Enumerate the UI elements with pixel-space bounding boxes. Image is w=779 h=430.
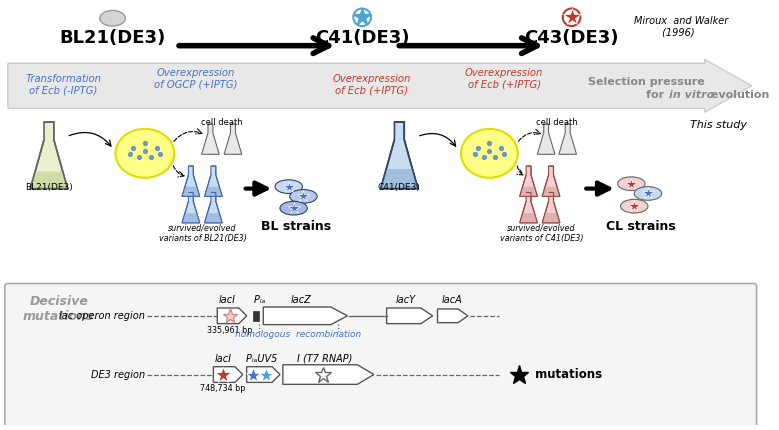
Polygon shape (8, 59, 752, 112)
Text: C41(DE3): C41(DE3) (315, 29, 410, 47)
Text: cell death: cell death (536, 118, 578, 127)
Text: DE3 region: DE3 region (90, 369, 145, 380)
Text: lacI: lacI (215, 354, 231, 364)
Text: C41(DE3): C41(DE3) (378, 183, 421, 192)
Polygon shape (205, 193, 222, 223)
Bar (252, 311, 259, 321)
Polygon shape (205, 213, 222, 223)
Ellipse shape (280, 201, 308, 215)
Polygon shape (381, 122, 418, 189)
Polygon shape (205, 166, 222, 197)
Polygon shape (224, 124, 241, 154)
Text: homologous  recombination: homologous recombination (235, 329, 361, 338)
Polygon shape (247, 367, 280, 382)
Text: This study: This study (690, 120, 747, 130)
Polygon shape (202, 124, 219, 154)
Text: Transformation
of Ecb (-IPTG): Transformation of Ecb (-IPTG) (26, 74, 101, 95)
Text: lacI: lacI (219, 295, 235, 305)
Polygon shape (205, 187, 222, 197)
Text: cell death: cell death (201, 118, 243, 127)
Text: Miroux  and Walker
         (1996): Miroux and Walker (1996) (634, 16, 728, 38)
Text: lacA: lacA (442, 295, 463, 305)
Polygon shape (538, 124, 555, 154)
Text: Decisive
mutations: Decisive mutations (23, 295, 94, 323)
Text: mutations: mutations (531, 368, 603, 381)
Polygon shape (217, 308, 247, 324)
Text: C43(DE3): C43(DE3) (524, 29, 619, 47)
Text: BL21(DE3): BL21(DE3) (59, 29, 166, 47)
Polygon shape (542, 187, 560, 197)
Text: lac operon region: lac operon region (59, 311, 145, 321)
Polygon shape (386, 308, 432, 324)
Text: I (T7 RNAP): I (T7 RNAP) (298, 354, 353, 364)
Polygon shape (542, 193, 560, 223)
Text: BL strains: BL strains (260, 220, 330, 233)
Text: CL strains: CL strains (606, 220, 676, 233)
Text: lacY: lacY (397, 295, 416, 305)
Polygon shape (542, 166, 560, 197)
Polygon shape (520, 166, 538, 197)
Polygon shape (30, 122, 68, 189)
Polygon shape (520, 213, 538, 223)
Polygon shape (559, 124, 576, 154)
Polygon shape (213, 367, 243, 382)
Ellipse shape (290, 190, 317, 203)
Text: in vitro: in vitro (668, 90, 714, 100)
Ellipse shape (461, 129, 518, 178)
Polygon shape (182, 193, 199, 223)
Text: Overexpression
of Ecb (+IPTG): Overexpression of Ecb (+IPTG) (465, 68, 543, 90)
Text: Overexpression
of OGCP (+IPTG): Overexpression of OGCP (+IPTG) (154, 68, 238, 90)
Ellipse shape (621, 200, 648, 213)
Ellipse shape (275, 180, 302, 194)
Text: 335,961 bp: 335,961 bp (207, 326, 252, 335)
Text: for: for (646, 90, 668, 100)
Text: Pₗₐ⁣UV5: Pₗₐ⁣UV5 (245, 354, 277, 364)
Ellipse shape (115, 129, 174, 178)
Polygon shape (182, 187, 199, 197)
Polygon shape (182, 213, 199, 223)
Text: Overexpression
of Ecb (+IPTG): Overexpression of Ecb (+IPTG) (333, 74, 411, 95)
Ellipse shape (618, 177, 645, 190)
Text: survived/evolved
variants of C41(DE3): survived/evolved variants of C41(DE3) (499, 224, 583, 243)
Text: survived/evolved
variants of BL21(DE3): survived/evolved variants of BL21(DE3) (159, 224, 246, 243)
Ellipse shape (634, 187, 661, 200)
Text: Selection pressure: Selection pressure (587, 77, 704, 87)
FancyBboxPatch shape (5, 283, 756, 428)
Text: BL21(DE3): BL21(DE3) (25, 183, 72, 192)
Text: lacZ: lacZ (291, 295, 312, 305)
Polygon shape (520, 193, 538, 223)
Polygon shape (182, 166, 199, 197)
Polygon shape (30, 172, 68, 189)
Polygon shape (542, 213, 560, 223)
Ellipse shape (100, 10, 125, 26)
Text: 748,734 bp: 748,734 bp (200, 384, 246, 393)
Polygon shape (263, 307, 347, 325)
Polygon shape (283, 365, 374, 384)
Polygon shape (381, 169, 418, 189)
Polygon shape (438, 309, 468, 322)
Text: evolution: evolution (707, 90, 769, 100)
Polygon shape (520, 187, 538, 197)
Text: Pₗₐ⁣: Pₗₐ⁣ (254, 295, 265, 305)
